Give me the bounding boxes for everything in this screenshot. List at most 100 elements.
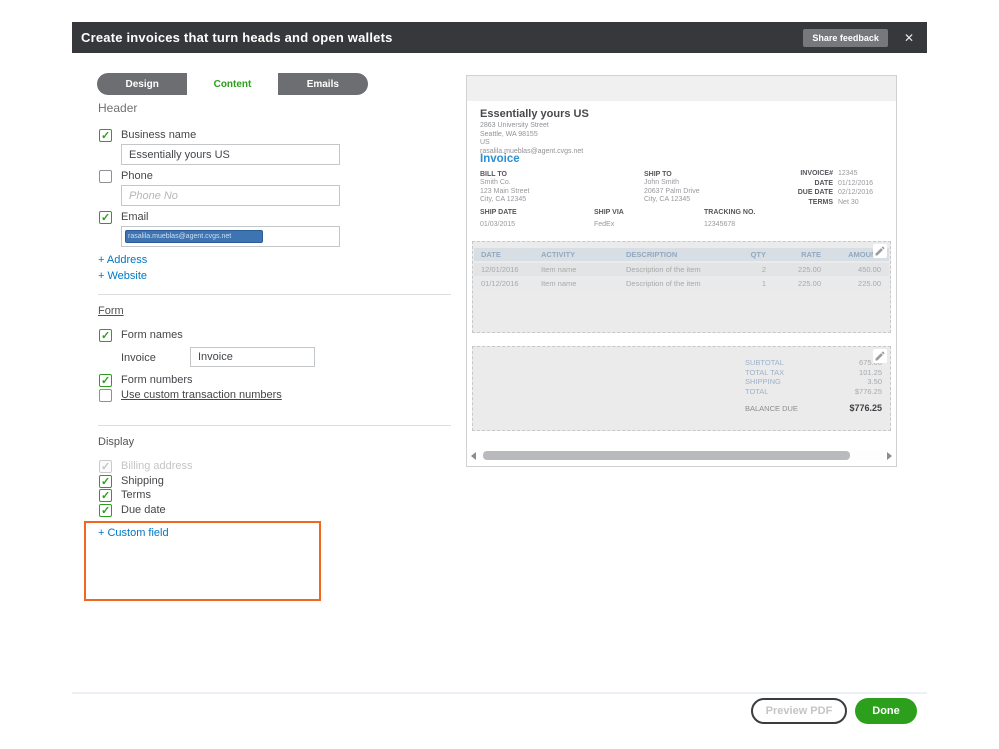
business-name-input[interactable] (121, 144, 340, 165)
business-name-checkbox[interactable] (99, 128, 112, 142)
tab-emails[interactable]: Emails (277, 73, 368, 95)
form-names-label: Form names (121, 329, 183, 341)
section-divider (98, 425, 451, 426)
share-feedback-button[interactable]: Share feedback (803, 28, 888, 47)
shipping-total-value: 3.50 (867, 377, 882, 387)
modal-title: Create invoices that turn heads and open… (81, 30, 393, 45)
totals-list: SUBTOTAL 675.00 TOTAL TAX 101.25 SHIPPIN… (745, 358, 890, 396)
col-header-description: DESCRIPTION (626, 250, 678, 259)
custom-transaction-numbers-label[interactable]: Use custom transaction numbers (121, 389, 282, 401)
tracking-no-value: 12345678 (704, 221, 736, 228)
col-header-activity: ACTIVITY (541, 250, 576, 259)
meta-label: DUE DATE (797, 189, 833, 196)
scrollbar-track[interactable] (480, 451, 883, 460)
add-website-link[interactable]: + Website (98, 270, 148, 282)
shipping-total-label: SHIPPING (745, 377, 781, 387)
phone-checkbox[interactable] (99, 169, 112, 183)
invoice-meta-block: INVOICE# 12345 DATE 01/12/2016 DUE DATE … (798, 170, 884, 207)
terms-checkbox[interactable] (99, 488, 112, 502)
totals-row: SUBTOTAL 675.00 (745, 358, 890, 368)
custom-transaction-numbers-checkbox[interactable] (99, 388, 112, 402)
bill-to-line: Smith Co. (480, 179, 511, 186)
cell-qty: 2 (761, 265, 766, 274)
totals-row: TOTAL TAX 101.25 (745, 368, 890, 378)
section-divider (98, 294, 451, 295)
due-date-checkbox[interactable] (99, 503, 112, 517)
ship-to-label: SHIP TO (644, 171, 672, 178)
email-row: Email (99, 210, 149, 224)
cell-qty: 1 (761, 279, 766, 288)
tab-content[interactable]: Content (187, 73, 278, 95)
custom-field-highlight-box (84, 521, 321, 601)
cell-amount: 450.00 (858, 265, 881, 274)
form-numbers-checkbox[interactable] (99, 373, 112, 387)
ship-via-value: FedEx (594, 221, 615, 228)
billing-address-row: Billing address (99, 459, 193, 473)
cell-description: Description of the item (626, 265, 701, 274)
meta-label: TERMS (808, 198, 834, 206)
scrollbar-thumb[interactable] (483, 451, 850, 460)
preview-address-line: Seattle, WA 98155 (480, 130, 538, 138)
preview-address-line: US (480, 139, 490, 146)
preview-address-line: 2863 University Street (480, 122, 549, 129)
header-section-title: Header (98, 101, 138, 115)
col-header-amount: AMOUNT (848, 250, 881, 259)
subtotal-label: SUBTOTAL (745, 358, 784, 368)
col-header-qty: QTY (750, 250, 766, 259)
preview-pdf-button[interactable]: Preview PDF (751, 698, 847, 724)
bill-to-line: City, CA 12345 (480, 196, 527, 203)
invoice-name-input[interactable] (190, 347, 315, 367)
shipping-label: Shipping (121, 475, 164, 487)
balance-due-value: $776.25 (849, 403, 882, 413)
table-row: 12/01/2016 Item name Description of the … (474, 263, 889, 276)
scroll-right-icon[interactable] (887, 451, 892, 460)
total-tax-value: 101.25 (859, 367, 882, 377)
ship-to-line: John Smith (644, 179, 680, 186)
preview-top-band (467, 76, 896, 101)
email-input[interactable]: rasalila.mueblas@agent.cvgs.net (121, 226, 340, 247)
invoice-preview: Essentially yours US 2863 University Str… (466, 75, 897, 467)
email-checkbox[interactable] (99, 210, 112, 224)
phone-label: Phone (121, 170, 153, 182)
col-header-rate: RATE (801, 250, 821, 259)
close-icon[interactable]: ✕ (903, 30, 914, 45)
col-header-date: DATE (481, 250, 501, 259)
shipping-row: Shipping (99, 474, 164, 488)
display-section-title: Display (98, 436, 135, 448)
done-button[interactable]: Done (855, 698, 917, 724)
cell-rate: 225.00 (798, 265, 821, 274)
ship-date-block: SHIP DATE 01/03/2015 (480, 208, 517, 230)
totals-row: SHIPPING 3.50 (745, 377, 890, 387)
meta-value: 12345 (838, 170, 858, 177)
subtotal-value: 675.00 (859, 358, 882, 368)
edit-totals-pencil-icon[interactable] (873, 349, 887, 363)
form-names-checkbox[interactable] (99, 328, 112, 342)
phone-input[interactable] (121, 185, 340, 206)
cell-date: 01/12/2016 (481, 279, 519, 288)
preview-business-address: 2863 University Street Seattle, WA 98155… (480, 122, 583, 156)
shipping-checkbox[interactable] (99, 474, 112, 488)
total-value: $776.25 (854, 386, 882, 396)
balance-due-label: BALANCE DUE (745, 403, 798, 413)
items-header-row: DATE ACTIVITY DESCRIPTION QTY RATE AMOUN… (474, 248, 889, 261)
total-label: TOTAL (745, 386, 769, 396)
ship-via-block: SHIP VIA FedEx (594, 208, 624, 230)
add-address-link[interactable]: + Address (98, 254, 148, 266)
add-custom-field-link[interactable]: + Custom field (98, 527, 169, 539)
form-names-row: Form names (99, 328, 183, 342)
meta-value: 02/12/2016 (838, 189, 874, 196)
business-name-row: Business name (99, 128, 196, 142)
totals-section: SUBTOTAL 675.00 TOTAL TAX 101.25 SHIPPIN… (472, 346, 891, 431)
email-label: Email (121, 211, 149, 223)
ship-to-block: SHIP TO John Smith 20637 Palm Drive City… (644, 170, 700, 205)
bill-to-block: BILL TO Smith Co. 123 Main Street City, … (480, 170, 529, 205)
ship-via-label: SHIP VIA (594, 209, 624, 216)
line-items-section: DATE ACTIVITY DESCRIPTION QTY RATE AMOUN… (472, 241, 891, 333)
scroll-left-icon[interactable] (471, 451, 476, 460)
form-numbers-row: Form numbers (99, 373, 193, 387)
email-selected-text: rasalila.mueblas@agent.cvgs.net (125, 230, 263, 243)
cell-date: 12/01/2016 (481, 265, 519, 274)
edit-items-pencil-icon[interactable] (873, 244, 887, 258)
tab-design[interactable]: Design (97, 73, 188, 95)
phone-row: Phone (99, 169, 153, 183)
